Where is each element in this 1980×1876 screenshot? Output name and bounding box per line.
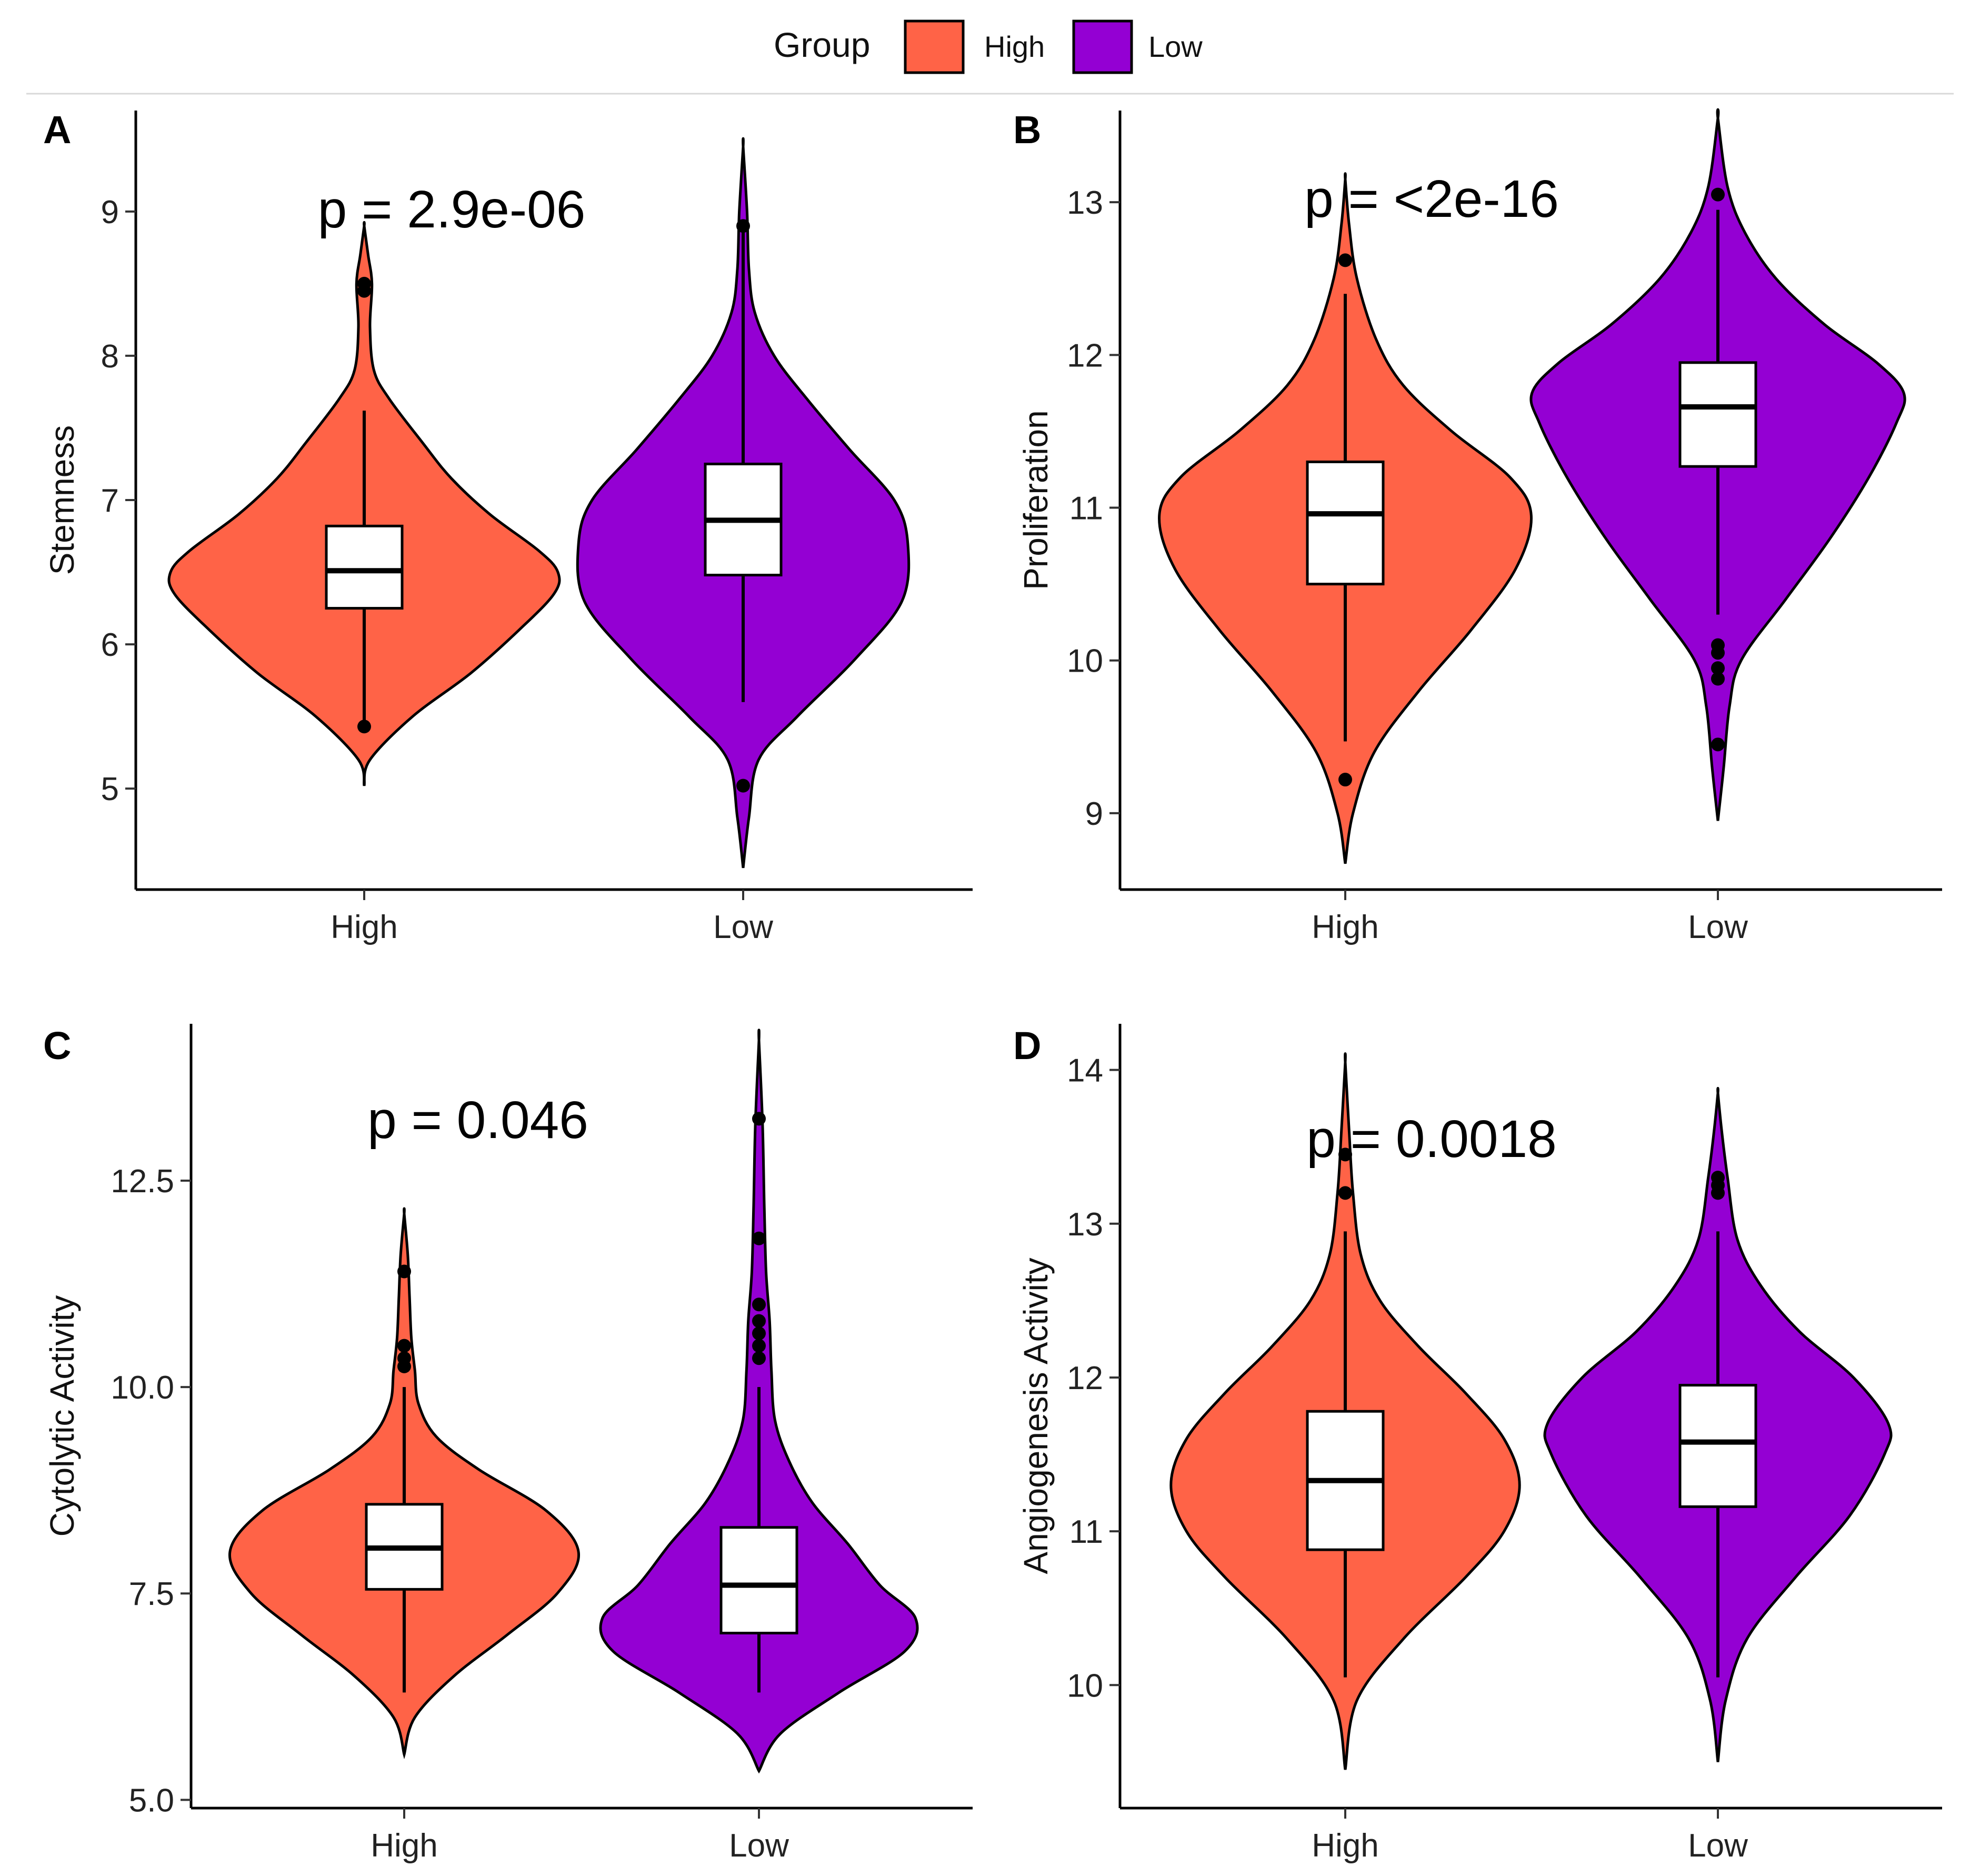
y-tick-label: 6: [101, 627, 119, 663]
outlier-point: [397, 1339, 411, 1353]
y-tick-label: 10: [1067, 1668, 1103, 1704]
y-tick-label: 12: [1067, 337, 1103, 374]
x-tick-label: Low: [1688, 1828, 1748, 1864]
panel-a: 5 6 7 8 9 High Low A Stemness p = 2.9e-06: [43, 108, 973, 945]
series-high: [228, 1207, 580, 1760]
y-tick-label: 10.0: [111, 1370, 174, 1406]
panel-d: 10 11 12 13 14 High Low D Angiogenesis Activit…: [1013, 1024, 1942, 1864]
series-high: [1169, 1052, 1521, 1770]
outlier-point: [752, 1351, 766, 1365]
outlier-point: [752, 1314, 766, 1328]
series-low: [576, 137, 911, 869]
y-tick-label: 10: [1067, 643, 1103, 680]
outlier-point: [736, 779, 750, 793]
y-tick-label: 13: [1067, 185, 1103, 221]
panel-c: 5.0 7.5 10.0 12.5 High Low C Cytolytic Activi…: [43, 1024, 973, 1864]
box: [1306, 460, 1385, 586]
outlier-point: [1338, 773, 1352, 787]
outlier-point: [357, 276, 371, 291]
panel-b: 9 10 11 12 13 High Low B Proliferation p = <2e…: [1013, 108, 1942, 945]
x-tick-label: High: [371, 1828, 438, 1864]
box: [1678, 1384, 1757, 1508]
x-tick-label: Low: [1688, 909, 1748, 945]
outlier-point: [1711, 661, 1725, 675]
panel-letter: D: [1013, 1024, 1041, 1067]
outlier-point: [1711, 672, 1725, 686]
series-low: [599, 1029, 919, 1774]
x-tick-label: High: [1312, 1828, 1379, 1864]
outlier-point: [1338, 1186, 1352, 1200]
axes: 5 6 7 8 9 High Low: [101, 111, 973, 945]
legend: Group High Low: [774, 19, 1203, 74]
legend-swatch-high: [904, 19, 965, 74]
axes: 5.0 7.5 10.0 12.5 High Low: [111, 1024, 973, 1864]
axes: 9 10 11 12 13 High Low: [1067, 111, 1942, 945]
outlier-point: [1711, 737, 1725, 752]
y-tick-label: 7: [101, 483, 119, 519]
outlier-point: [397, 1264, 411, 1279]
x-tick-label: High: [331, 909, 398, 945]
p-value-label: p = 0.046: [367, 1091, 588, 1150]
series-low: [1529, 108, 1906, 821]
outlier-point: [1711, 1171, 1725, 1185]
box: [719, 1526, 798, 1634]
outlier-point: [1711, 187, 1725, 202]
x-tick-label: High: [1312, 909, 1379, 945]
panel-letter: B: [1013, 108, 1041, 152]
axes: 10 11 12 13 14 High Low: [1067, 1024, 1942, 1864]
y-axis-title: Stemness: [43, 425, 81, 575]
y-tick-label: 11: [1069, 1514, 1103, 1550]
series-low: [1543, 1086, 1893, 1762]
y-axis-title: Proliferation: [1017, 410, 1055, 590]
panel-letter: A: [43, 108, 71, 152]
outlier-point: [357, 720, 371, 734]
box: [1678, 361, 1757, 468]
y-tick-label: 7.5: [129, 1576, 174, 1612]
y-tick-label: 12: [1067, 1360, 1103, 1396]
legend-label-high: High: [984, 30, 1045, 63]
legend-swatch-low: [1072, 19, 1133, 74]
outlier-point: [397, 1351, 411, 1365]
y-tick-label: 8: [101, 338, 119, 375]
y-tick-label: 5: [101, 771, 119, 807]
legend-title: Group: [774, 25, 870, 64]
outlier-point: [752, 1298, 766, 1312]
y-tick-label: 5.0: [129, 1782, 174, 1819]
panel-letter: C: [43, 1024, 71, 1067]
legend-label-low: Low: [1148, 30, 1203, 63]
outlier-point: [1338, 1147, 1352, 1162]
outlier-point: [1338, 253, 1352, 267]
p-value-label: p = 2.9e-06: [318, 180, 586, 239]
series-high: [167, 221, 561, 786]
outlier-point: [752, 1339, 766, 1353]
outlier-point: [1711, 638, 1725, 652]
p-value-label: p = <2e-16: [1304, 169, 1559, 228]
y-tick-label: 9: [101, 194, 119, 231]
y-tick-label: 12.5: [111, 1163, 174, 1200]
y-tick-label: 9: [1085, 796, 1103, 832]
outlier-point: [752, 1231, 766, 1245]
y-tick-label: 14: [1067, 1053, 1103, 1089]
box: [325, 524, 404, 610]
y-axis-title: Cytolytic Activity: [43, 1295, 81, 1537]
outlier-point: [736, 219, 750, 233]
x-tick-label: Low: [729, 1828, 789, 1864]
p-value-label: p = 0.0018: [1306, 1110, 1556, 1169]
y-tick-label: 13: [1067, 1206, 1103, 1243]
outlier-point: [752, 1112, 766, 1126]
y-tick-label: 11: [1069, 491, 1103, 527]
y-axis-title: Angiogenesis Activity: [1017, 1258, 1055, 1574]
series-high: [1158, 172, 1533, 864]
outlier-point: [752, 1326, 766, 1341]
x-tick-label: Low: [713, 909, 773, 945]
